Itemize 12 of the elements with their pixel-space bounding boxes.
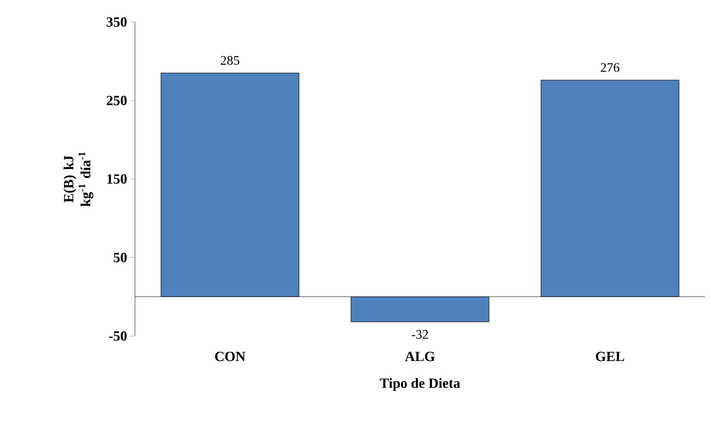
x-tick-label: CON (215, 352, 246, 362)
data-label: -32 (412, 330, 428, 339)
x-tick-label: ALG (404, 352, 435, 362)
x-axis-title: Tipo de Dieta (380, 378, 460, 391)
y-tick-label: 350 (106, 17, 127, 27)
data-label: 285 (220, 56, 240, 65)
x-tick-label: GEL (596, 352, 624, 362)
y-tick-label: 250 (106, 96, 127, 106)
y-tick-label: 50 (114, 252, 127, 262)
y-tick-label: 150 (107, 174, 127, 184)
y-tick-label: -50 (109, 331, 127, 341)
data-label: 276 (600, 63, 620, 72)
